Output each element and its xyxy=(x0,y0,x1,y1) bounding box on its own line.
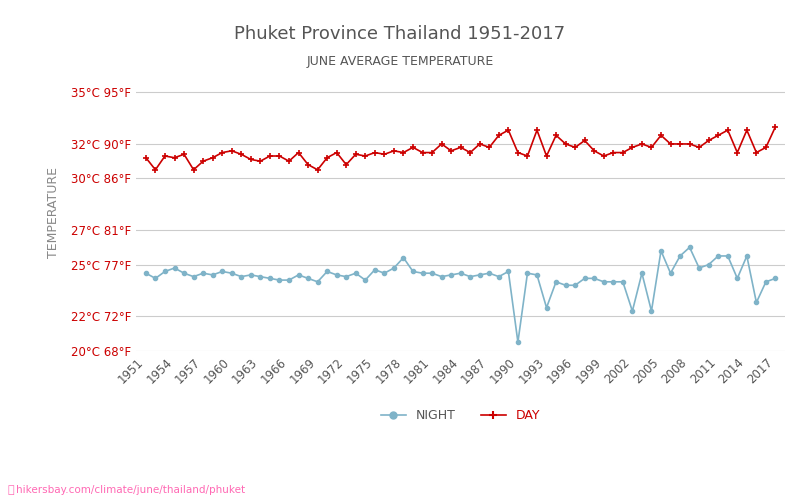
Y-axis label: TEMPERATURE: TEMPERATURE xyxy=(47,168,60,258)
Text: 📍: 📍 xyxy=(8,485,14,495)
Text: JUNE AVERAGE TEMPERATURE: JUNE AVERAGE TEMPERATURE xyxy=(306,55,494,68)
Text: Phuket Province Thailand 1951-2017: Phuket Province Thailand 1951-2017 xyxy=(234,25,566,43)
Text: hikersbay.com/climate/june/thailand/phuket: hikersbay.com/climate/june/thailand/phuk… xyxy=(16,485,245,495)
Legend: NIGHT, DAY: NIGHT, DAY xyxy=(376,404,546,427)
